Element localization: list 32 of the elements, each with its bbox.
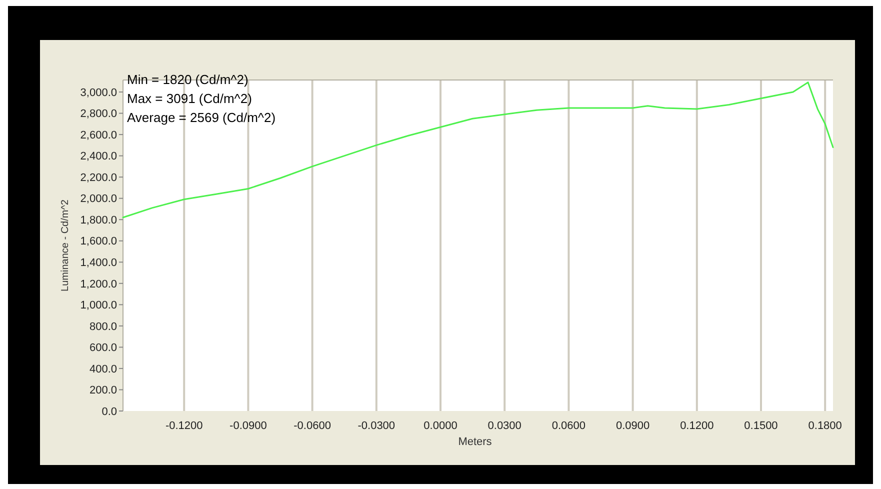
y-tick-label: 200.0: [89, 384, 117, 397]
x-tick-label: 0.0000: [424, 420, 458, 432]
y-tick-label: 2,800.0: [80, 108, 117, 120]
x-tick-label: 0.1200: [680, 420, 714, 432]
annotation: Max = 3091 (Cd/m^2): [127, 91, 252, 106]
y-tick-label: 3,000.0: [80, 86, 117, 99]
y-tick-label: 2,600.0: [80, 129, 117, 142]
y-tick-label: 2,000.0: [80, 193, 117, 206]
x-tick-label: -0.1200: [165, 420, 203, 432]
y-tick-label: 2,400.0: [80, 150, 117, 163]
x-tick-label: 0.1500: [744, 420, 778, 432]
y-tick-label: 0.0: [102, 406, 117, 418]
x-tick-label: -0.0900: [230, 420, 267, 432]
x-tick-label: -0.0600: [294, 420, 331, 432]
y-tick-label: 1,400.0: [80, 256, 117, 269]
y-tick-label: 400.0: [89, 363, 117, 376]
x-tick-label: 0.0600: [552, 420, 586, 432]
x-tick-label: 0.0900: [616, 420, 650, 432]
y-axis-title: Luminance - Cd/m^2: [60, 199, 71, 292]
annotation: Min = 1820 (Cd/m^2): [127, 72, 248, 87]
y-tick-label: 1,200.0: [80, 278, 117, 290]
x-tick-label: -0.0300: [358, 420, 396, 432]
x-tick-label: 0.0300: [488, 420, 522, 432]
y-tick-label: 1,600.0: [80, 236, 117, 248]
y-tick-label: 600.0: [89, 342, 117, 354]
x-tick-label: 0.1800: [808, 420, 842, 432]
y-tick-label: 800.0: [89, 320, 117, 333]
y-tick-label: 1,000.0: [80, 300, 117, 312]
y-tick-label: 2,200.0: [80, 172, 117, 184]
annotation: Average = 2569 (Cd/m^2): [127, 110, 276, 125]
y-tick-label: 1,800.0: [80, 214, 117, 226]
x-axis-title: Meters: [458, 436, 492, 448]
